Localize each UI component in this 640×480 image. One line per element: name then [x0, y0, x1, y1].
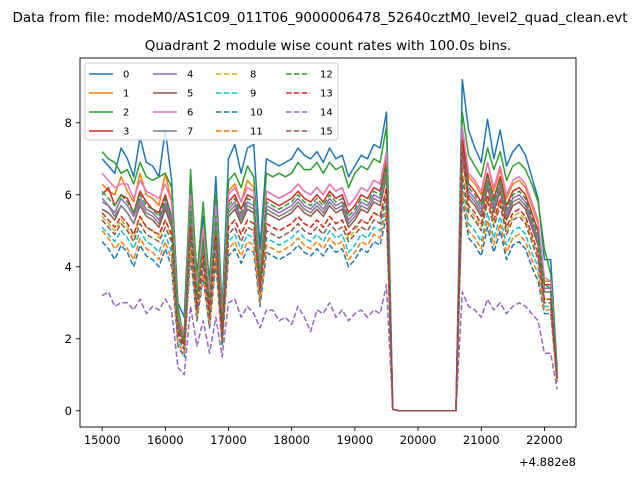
legend-label-0: 0: [123, 70, 129, 81]
legend-label-2: 2: [123, 108, 129, 119]
legend-label-1: 1: [123, 89, 129, 100]
y-tick-label: 8: [65, 116, 72, 130]
series-line-13: [101, 140, 558, 412]
legend-label-8: 8: [250, 70, 256, 81]
x-axis: 15000 16000 17000 18000 19000 20000 21000 22000: [84, 427, 563, 447]
x-tick-label: 15000: [84, 433, 121, 447]
series-line-10: [101, 197, 558, 412]
legend-label-11: 11: [250, 127, 263, 138]
legend-label-14: 14: [320, 108, 333, 119]
plot-area-frame: [79, 57, 577, 428]
x-tick-label: 17000: [210, 433, 247, 447]
legend-label-10: 10: [250, 108, 263, 119]
x-offset-label: +4.882e8: [519, 455, 576, 469]
x-tick-label: 16000: [147, 433, 184, 447]
x-tick-label: 22000: [526, 433, 563, 447]
legend-label-4: 4: [187, 70, 193, 81]
legend-label-13: 13: [320, 89, 333, 100]
legend-label-3: 3: [123, 127, 129, 138]
y-tick-label: 2: [65, 332, 72, 346]
legend-frame: [84, 62, 339, 141]
series-layer: [101, 78, 558, 412]
y-tick-label: 6: [65, 188, 72, 202]
x-tick-label: 20000: [400, 433, 437, 447]
y-tick-label: 4: [65, 260, 72, 274]
x-tick-label: 21000: [463, 433, 500, 447]
x-tick-label: 18000: [273, 433, 310, 447]
legend-label-7: 7: [187, 127, 193, 138]
chart-title: Quadrant 2 module wise count rates with …: [145, 38, 511, 54]
series-line-11: [101, 190, 558, 412]
legend-label-15: 15: [320, 127, 333, 138]
series-line-9: [101, 183, 558, 412]
legend-label-5: 5: [187, 89, 193, 100]
legend-label-12: 12: [320, 70, 333, 81]
series-line-15: [101, 176, 558, 412]
legend-label-9: 9: [250, 89, 256, 100]
x-tick-label: 19000: [337, 433, 374, 447]
legend-label-6: 6: [187, 108, 193, 119]
figure-suptitle: Data from file: modeM0/AS1C09_011T06_900…: [12, 10, 627, 26]
y-axis: 0 2 4 6 8: [65, 116, 80, 418]
y-tick-label: 0: [65, 404, 72, 418]
series-line-14: [101, 284, 558, 412]
